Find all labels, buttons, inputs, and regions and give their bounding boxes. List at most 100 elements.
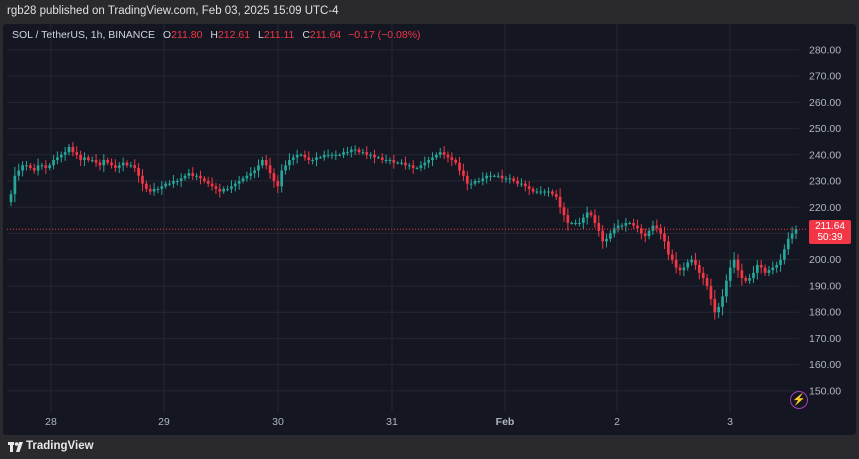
candle [616, 219, 620, 233]
candle [133, 159, 137, 173]
candle [253, 167, 256, 179]
candle [775, 261, 779, 273]
symbol-label[interactable]: SOL / TetherUS, 1h, BINANCE [12, 29, 155, 41]
candle [334, 150, 338, 161]
tradingview-logo-icon[interactable] [8, 440, 24, 458]
candle [102, 154, 106, 173]
candle [9, 190, 13, 206]
candle [353, 145, 357, 155]
high-label: H [210, 29, 218, 41]
candle [380, 153, 384, 164]
candle [129, 161, 133, 168]
candle [435, 152, 438, 160]
candle [759, 259, 763, 274]
candle [183, 173, 187, 181]
candle [659, 224, 663, 240]
candle [520, 178, 523, 188]
y-tick-label: 170.00 [809, 333, 841, 345]
candle [199, 170, 202, 185]
candle [508, 174, 512, 184]
candle [160, 181, 164, 195]
candle [547, 187, 550, 197]
candle [431, 152, 434, 167]
candle [755, 260, 759, 280]
candle [469, 179, 473, 189]
candle [566, 208, 570, 231]
lightning-icon[interactable]: ⚡ [790, 391, 808, 409]
candle [682, 262, 686, 277]
candle [427, 156, 430, 168]
candle [303, 150, 307, 161]
candle [110, 158, 113, 169]
candle [717, 302, 721, 319]
candlestick-series [9, 141, 798, 320]
candle [32, 163, 36, 174]
candle [609, 230, 612, 242]
y-tick-label: 150.00 [809, 385, 841, 397]
candle [465, 170, 469, 191]
candle [218, 183, 222, 198]
candle [551, 189, 554, 197]
candle [330, 152, 334, 160]
candle [226, 185, 229, 192]
candle [670, 249, 674, 264]
y-tick-label: 260.00 [809, 97, 841, 109]
x-tick-label: 28 [45, 416, 57, 428]
x-tick-label: Feb [496, 416, 515, 428]
candle [527, 181, 531, 195]
candle [500, 169, 504, 183]
y-tick-label: 200.00 [809, 254, 841, 266]
time-axis: 28 29 30 31 Feb 2 3 [45, 416, 733, 428]
candle [137, 163, 140, 183]
candle [311, 157, 314, 165]
candle [446, 151, 450, 163]
x-tick-label: 30 [272, 416, 284, 428]
candle [535, 188, 539, 195]
candle [423, 156, 427, 170]
candle [697, 260, 701, 280]
candle [392, 154, 396, 169]
candle [179, 173, 183, 188]
candle [454, 157, 458, 166]
last-price-value: 211.64 [815, 221, 845, 232]
candle [338, 153, 342, 157]
candle [272, 168, 276, 188]
candle [411, 160, 415, 174]
candle [361, 148, 365, 155]
chart-frame[interactable]: 150.00160.00170.00180.00190.00200.00210.… [3, 24, 856, 435]
tradingview-brand[interactable]: TradingView [26, 440, 94, 452]
candle [574, 219, 577, 226]
close-value: 211.64 [309, 29, 342, 41]
candle [114, 159, 117, 173]
candle [701, 266, 705, 285]
candle [721, 288, 724, 316]
candle [516, 176, 519, 187]
candle [357, 147, 361, 155]
candle [593, 209, 597, 228]
candle [36, 158, 40, 176]
candle [709, 278, 713, 306]
candle [473, 178, 477, 187]
candle [67, 143, 71, 156]
candle [554, 189, 558, 201]
candle [794, 225, 798, 240]
candle [543, 189, 546, 196]
candle [59, 151, 63, 163]
candle [187, 168, 191, 180]
candle [690, 255, 693, 266]
x-tick-label: 29 [158, 416, 170, 428]
candle [79, 150, 82, 166]
candle [786, 232, 790, 255]
candle [442, 146, 446, 159]
candle [485, 172, 488, 184]
candle [56, 151, 59, 165]
price-chart[interactable]: 150.00160.00170.00180.00190.00200.00210.… [3, 24, 856, 435]
candle [783, 244, 786, 265]
y-tick-label: 280.00 [809, 44, 841, 56]
candle [605, 233, 608, 248]
candle [489, 171, 492, 182]
candle [481, 172, 485, 186]
candle [628, 221, 632, 225]
high-value: 212.61 [217, 29, 251, 41]
candle [589, 210, 593, 218]
